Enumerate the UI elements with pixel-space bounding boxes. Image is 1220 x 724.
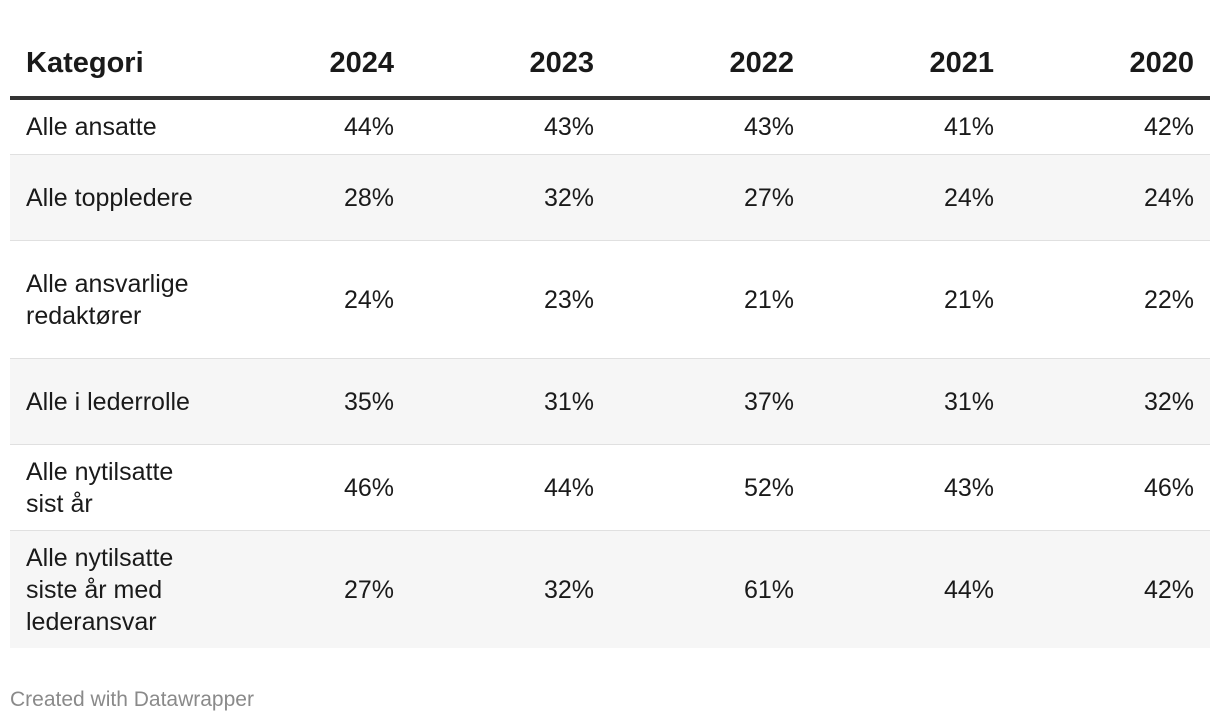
cell-value: 23% [410,240,610,359]
cell-value: 32% [410,530,610,648]
cell-value: 31% [410,358,610,445]
cell-value: 28% [210,154,410,241]
cell-value: 52% [610,444,810,531]
header-row: Kategori 2024 2023 2022 2021 2020 [10,30,1210,100]
cell-value: 21% [810,240,1010,359]
cell-value: 43% [610,98,810,155]
row-label: Alle nytilsatte sist år [10,444,210,531]
cell-value: 46% [1010,444,1210,531]
column-header-2024[interactable]: 2024 [210,30,410,100]
cell-value: 27% [210,530,410,648]
data-table: Kategori 2024 2023 2022 2021 2020 Alle a… [10,30,1210,648]
cell-value: 43% [410,98,610,155]
cell-value: 41% [810,98,1010,155]
table-body: Alle ansatte 44% 43% 43% 41% 42% Alle to… [10,98,1210,648]
cell-value: 43% [810,444,1010,531]
cell-value: 35% [210,358,410,445]
row-label: Alle ansvarlige redaktører [10,240,210,359]
cell-value: 42% [1010,530,1210,648]
table-header: Kategori 2024 2023 2022 2021 2020 [10,30,1210,100]
column-header-2021[interactable]: 2021 [810,30,1010,100]
table-row: Alle i lederrolle 35% 31% 37% 31% 32% [10,358,1210,445]
cell-value: 37% [610,358,810,445]
cell-value: 31% [810,358,1010,445]
cell-value: 24% [210,240,410,359]
column-header-kategori[interactable]: Kategori [10,30,210,100]
row-label: Alle nytilsatte siste år med lederansvar [10,530,210,648]
table-row: Alle ansatte 44% 43% 43% 41% 42% [10,98,1210,155]
cell-value: 44% [410,444,610,531]
row-label: Alle toppledere [10,154,210,241]
column-header-2022[interactable]: 2022 [610,30,810,100]
cell-value: 32% [410,154,610,241]
table-row: Alle toppledere 28% 32% 27% 24% 24% [10,154,1210,241]
table-row: Alle nytilsatte sist år 46% 44% 52% 43% … [10,444,1210,531]
row-label: Alle i lederrolle [10,358,210,445]
table-row: Alle nytilsatte siste år med lederansvar… [10,530,1210,648]
row-label: Alle ansatte [10,98,210,155]
cell-value: 32% [1010,358,1210,445]
cell-value: 44% [810,530,1010,648]
table-container: Kategori 2024 2023 2022 2021 2020 Alle a… [10,30,1210,648]
table-row: Alle ansvarlige redaktører 24% 23% 21% 2… [10,240,1210,359]
cell-value: 46% [210,444,410,531]
cell-value: 61% [610,530,810,648]
column-header-2023[interactable]: 2023 [410,30,610,100]
cell-value: 24% [1010,154,1210,241]
cell-value: 21% [610,240,810,359]
cell-value: 27% [610,154,810,241]
cell-value: 42% [1010,98,1210,155]
cell-value: 22% [1010,240,1210,359]
cell-value: 44% [210,98,410,155]
column-header-2020[interactable]: 2020 [1010,30,1210,100]
datawrapper-credit[interactable]: Created with Datawrapper [10,688,254,711]
cell-value: 24% [810,154,1010,241]
